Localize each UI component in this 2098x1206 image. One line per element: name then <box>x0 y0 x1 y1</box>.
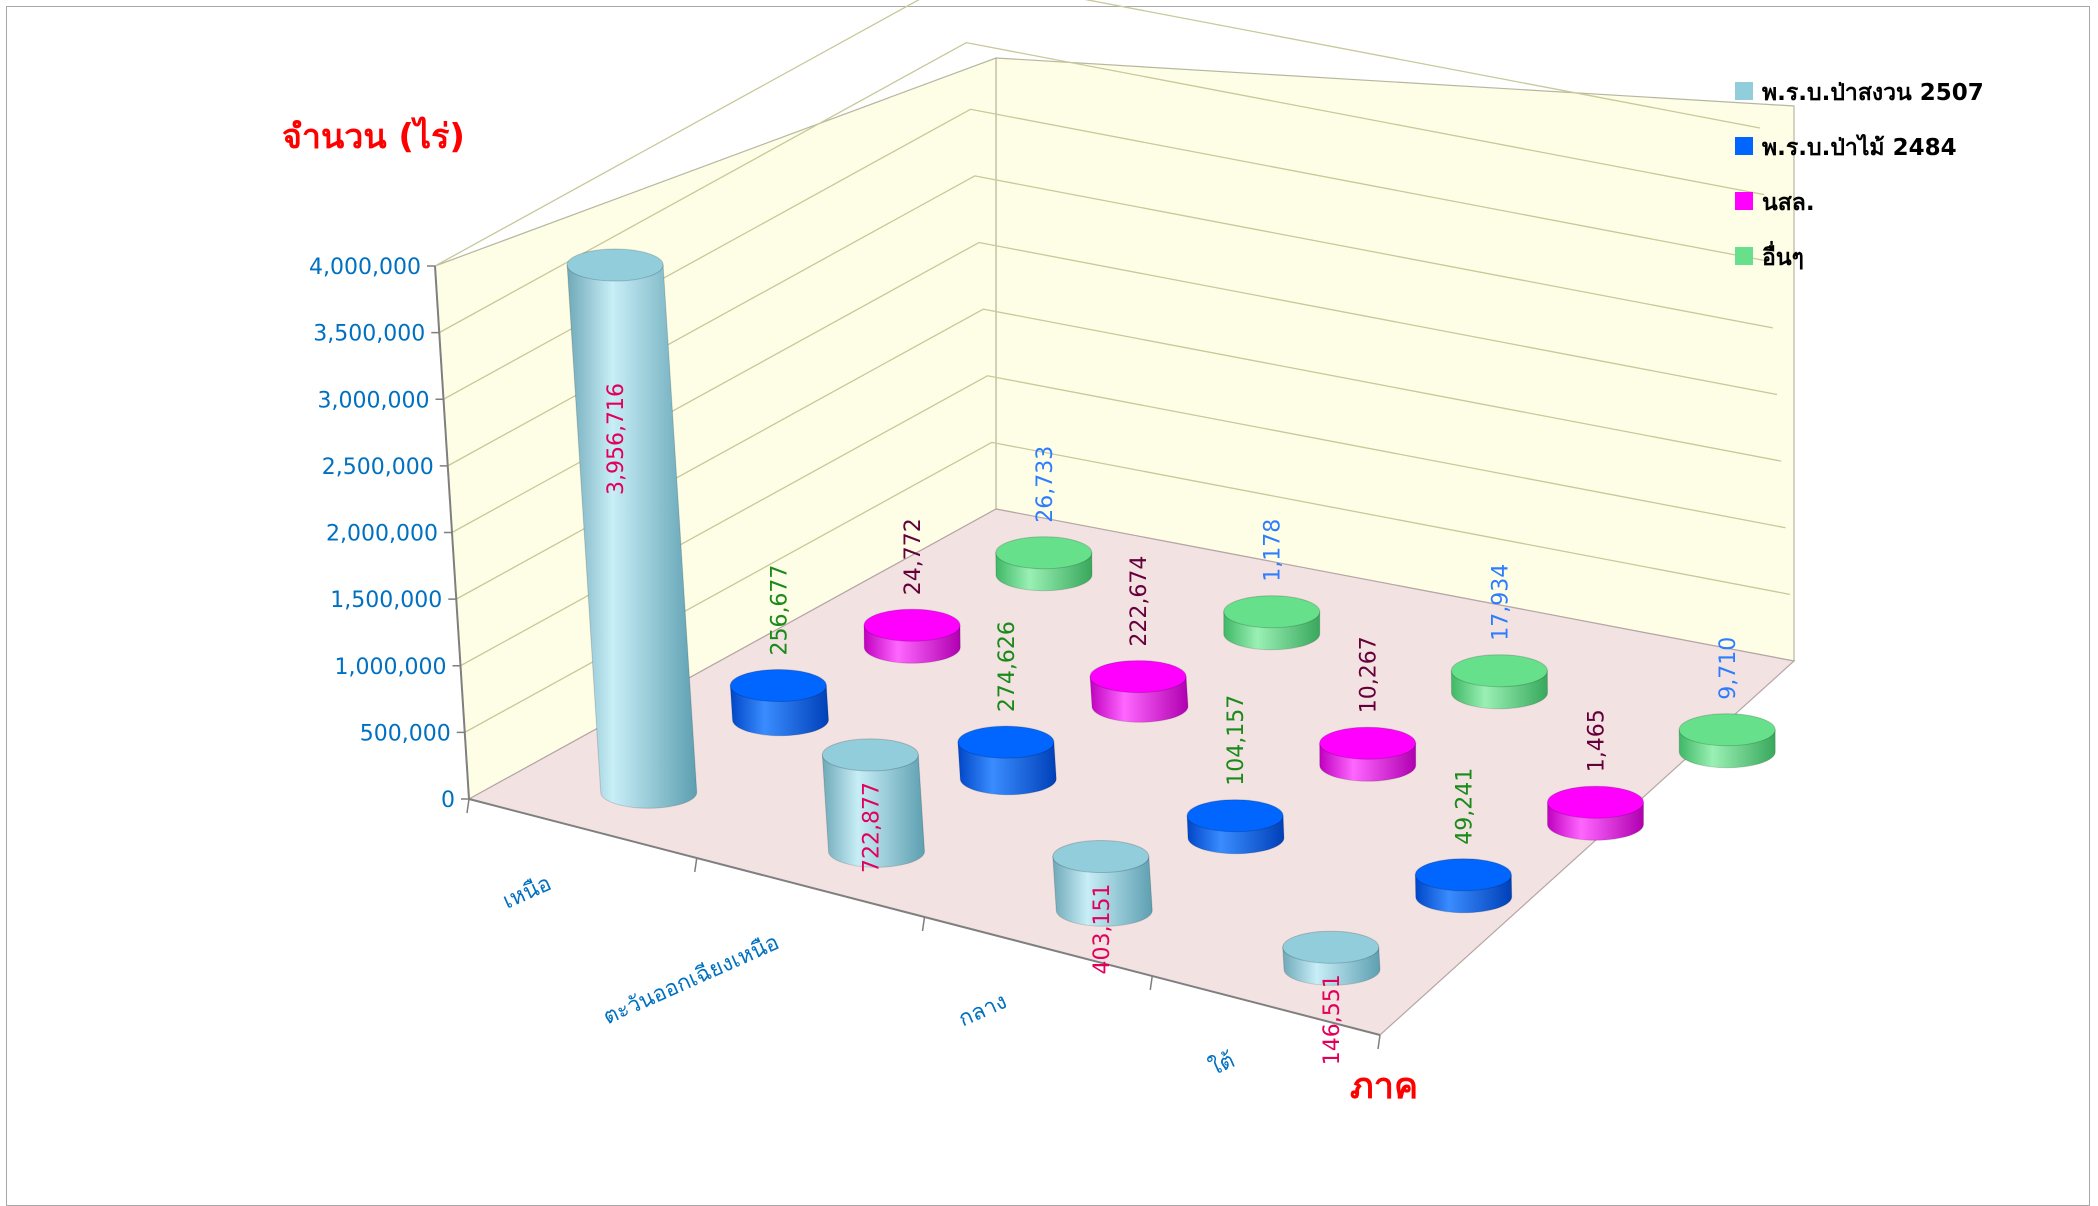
x-category-label: ใต้ <box>1205 1047 1238 1081</box>
data-label: 1,178 <box>1261 519 1286 582</box>
data-label: 222,674 <box>1127 556 1152 647</box>
legend-item: พ.ร.บ.ป่าสงวน 2507 <box>1735 80 1984 106</box>
data-label: 3,956,716 <box>604 383 629 495</box>
legend-label: นสล. <box>1762 190 1815 216</box>
data-label: 146,551 <box>1320 974 1345 1065</box>
cylinder-bar <box>821 738 926 868</box>
x-category-label: เหนือ <box>499 871 555 914</box>
y-tick-label: 1,000,000 <box>335 655 447 680</box>
data-label: 49,241 <box>1452 768 1477 845</box>
legend-item: อื่นๆ <box>1735 240 1804 271</box>
y-tick-label: 500,000 <box>360 721 451 746</box>
x-tick-mark <box>921 916 926 932</box>
cylinder-bar <box>1052 840 1153 927</box>
data-label: 722,877 <box>859 782 884 873</box>
gridline <box>438 41 1765 334</box>
data-label: 1,465 <box>1584 709 1609 772</box>
data-label: 274,626 <box>995 621 1020 712</box>
cylinder-bar <box>1089 660 1189 723</box>
data-label: 10,267 <box>1357 636 1382 713</box>
y-tick-label: 3,500,000 <box>313 322 425 347</box>
data-label: 403,151 <box>1090 884 1115 975</box>
legend-label: พ.ร.บ.ป่าไม้ 2484 <box>1762 133 1957 161</box>
data-label: 26,733 <box>1033 446 1058 523</box>
cylinder-bar <box>1546 785 1645 841</box>
legend-item: นสล. <box>1735 190 1815 216</box>
y-tick-label: 0 <box>441 788 455 813</box>
x-category-label: กลาง <box>955 989 1011 1032</box>
y-axis-title: จำนวน (ไร่) <box>282 116 465 157</box>
cylinder-bar <box>995 536 1093 592</box>
y-axis-ticks: 0 500,000 1,000,000 1,500,000 2,000,000 2,500… <box>309 255 469 813</box>
y-tick-label: 4,000,000 <box>309 255 421 280</box>
x-category-label: ตะวันออกเฉียงเหนือ <box>600 930 783 1030</box>
y-tick-label: 1,500,000 <box>330 588 442 613</box>
cylinder-bar <box>729 669 830 737</box>
legend-swatch <box>1735 192 1753 210</box>
data-label: 17,934 <box>1488 564 1513 641</box>
x-tick-mark <box>1149 975 1153 991</box>
legend-swatch <box>1735 82 1753 100</box>
cylinders <box>566 248 1776 986</box>
y-tick-label: 2,500,000 <box>322 455 434 480</box>
x-tick-mark <box>694 857 698 873</box>
legend-swatch <box>1735 247 1753 265</box>
y-tick-label: 3,000,000 <box>318 388 430 413</box>
data-label: 256,677 <box>767 565 792 656</box>
cylinder-bar <box>863 608 961 664</box>
x-axis-title: ภาค <box>1350 1066 1418 1107</box>
x-tick-mark <box>1377 1034 1381 1050</box>
cylinder-bar <box>957 725 1057 796</box>
cylinder-bar <box>1186 799 1285 855</box>
y-tick-label: 2,000,000 <box>326 522 438 547</box>
cylinder-bar <box>1319 726 1417 782</box>
cylinder-bar <box>1414 858 1513 914</box>
legend-swatch <box>1735 137 1753 155</box>
data-label: 9,710 <box>1716 637 1741 700</box>
legend-label: พ.ร.บ.ป่าสงวน 2507 <box>1762 80 1984 106</box>
data-label: 104,157 <box>1224 695 1249 786</box>
legend: พ.ร.บ.ป่าสงวน 2507 พ.ร.บ.ป่าไม้ 2484 นสล. อ… <box>1735 80 1984 271</box>
x-tick-mark <box>466 798 470 814</box>
cylinder-bar <box>1678 713 1776 769</box>
cylinder-bar <box>1223 595 1321 651</box>
cylinder-bar <box>1282 930 1381 986</box>
data-labels: 26,733 1,178 17,934 9,710 24,772 222,674 10,26… <box>604 383 1741 1065</box>
legend-label: อื่นๆ <box>1762 240 1804 271</box>
cylinder-bar <box>566 248 698 809</box>
data-label: 24,772 <box>901 518 926 595</box>
cylinder-bar <box>1450 654 1549 710</box>
gridline <box>434 0 1761 267</box>
legend-item: พ.ร.บ.ป่าไม้ 2484 <box>1735 133 1957 161</box>
